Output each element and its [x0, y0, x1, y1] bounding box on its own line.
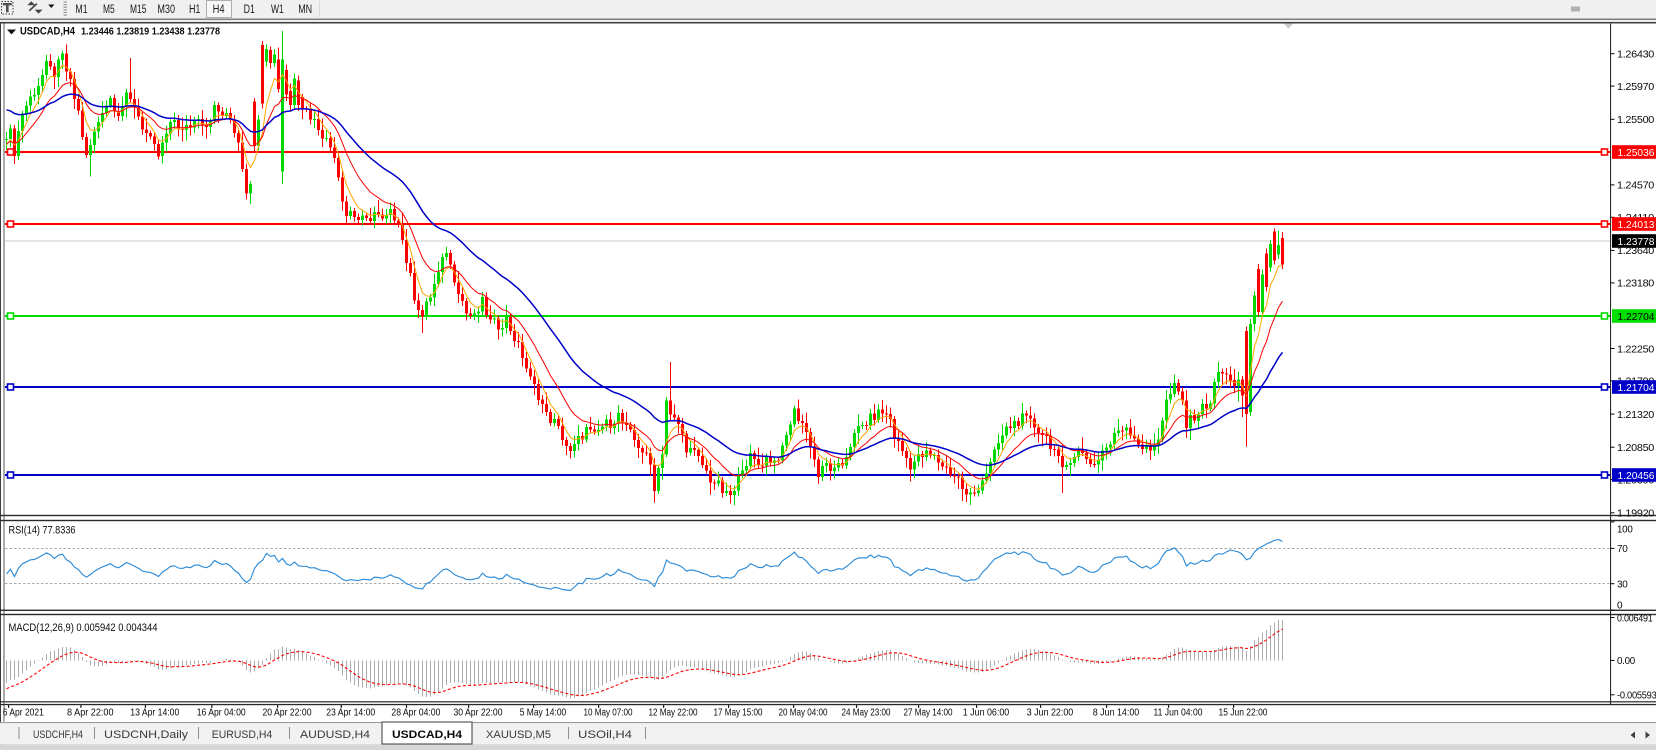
svg-text:M30: M30 [157, 4, 175, 16]
svg-text:8 Jun 14:00: 8 Jun 14:00 [1093, 707, 1140, 718]
svg-text:M1: M1 [75, 4, 87, 16]
svg-text:3 Jun 22:00: 3 Jun 22:00 [1027, 707, 1074, 718]
svg-text:EURUSD,H4: EURUSD,H4 [212, 729, 273, 741]
svg-text:13 Apr 14:00: 13 Apr 14:00 [130, 707, 179, 718]
svg-text:1.23640: 1.23640 [1617, 245, 1654, 257]
svg-text:H1: H1 [189, 4, 201, 16]
svg-text:1.24570: 1.24570 [1617, 180, 1654, 192]
svg-text:W1: W1 [271, 4, 284, 16]
svg-text:1.22250: 1.22250 [1617, 343, 1654, 355]
svg-text:1.19920: 1.19920 [1617, 508, 1654, 520]
svg-text:0.006491: 0.006491 [1617, 612, 1653, 624]
svg-text:USDCAD,H4: USDCAD,H4 [20, 26, 76, 38]
svg-text:12 May 22:00: 12 May 22:00 [649, 707, 698, 718]
svg-text:1.20850: 1.20850 [1617, 442, 1654, 454]
svg-text:USDCNH,Daily: USDCNH,Daily [104, 729, 189, 741]
svg-text:6 Apr 2021: 6 Apr 2021 [3, 707, 44, 718]
svg-text:28 Apr 04:00: 28 Apr 04:00 [391, 707, 440, 718]
svg-text:MN: MN [298, 4, 312, 16]
svg-text:15 Jun 22:00: 15 Jun 22:00 [1219, 707, 1268, 718]
svg-text:20 Apr 22:00: 20 Apr 22:00 [263, 707, 312, 718]
svg-text:70: 70 [1617, 543, 1628, 555]
svg-text:1.21704: 1.21704 [1618, 382, 1655, 394]
svg-text:0: 0 [1617, 599, 1623, 611]
svg-text:MACD(12,26,9) 0.005942 0.00434: MACD(12,26,9) 0.005942 0.004344 [9, 622, 158, 634]
svg-text:20 May 04:00: 20 May 04:00 [779, 707, 828, 718]
svg-text:1.22704: 1.22704 [1618, 311, 1655, 323]
svg-text:23 Apr 14:00: 23 Apr 14:00 [326, 707, 375, 718]
svg-text:M15: M15 [130, 4, 146, 16]
svg-text:1.26430: 1.26430 [1617, 49, 1654, 61]
svg-text:16 Apr 04:00: 16 Apr 04:00 [197, 707, 246, 718]
svg-text:1.25500: 1.25500 [1617, 114, 1654, 126]
svg-text:1.25970: 1.25970 [1617, 81, 1654, 93]
svg-text:24 May 23:00: 24 May 23:00 [842, 707, 891, 718]
svg-text:11 Jun 04:00: 11 Jun 04:00 [1154, 707, 1203, 718]
svg-text:-0.005593: -0.005593 [1617, 690, 1656, 702]
svg-text:RSI(14) 77.8336: RSI(14) 77.8336 [9, 525, 76, 537]
svg-text:1.23446 1.23819 1.23438 1.2377: 1.23446 1.23819 1.23438 1.23778 [81, 26, 220, 38]
svg-text:H4: H4 [213, 4, 225, 16]
svg-text:1.25036: 1.25036 [1618, 147, 1655, 159]
svg-text:8 Apr 22:00: 8 Apr 22:00 [67, 707, 114, 718]
svg-text:100: 100 [1617, 523, 1633, 535]
svg-text:D1: D1 [244, 4, 255, 16]
svg-text:XAUUSD,M5: XAUUSD,M5 [486, 729, 551, 741]
svg-text:17 May 15:00: 17 May 15:00 [714, 707, 763, 718]
svg-text:1 Jun 06:00: 1 Jun 06:00 [963, 707, 1010, 718]
svg-text:30: 30 [1617, 579, 1628, 591]
svg-text:1.21320: 1.21320 [1617, 409, 1654, 421]
svg-text:0.00: 0.00 [1617, 655, 1635, 667]
svg-text:10 May 07:00: 10 May 07:00 [584, 707, 633, 718]
svg-text:USOil,H4: USOil,H4 [578, 729, 632, 741]
svg-text:1.20456: 1.20456 [1618, 470, 1655, 482]
svg-text:M5: M5 [103, 4, 115, 16]
svg-text:27 May 14:00: 27 May 14:00 [904, 707, 953, 718]
svg-text:30 Apr 22:00: 30 Apr 22:00 [454, 707, 503, 718]
svg-text:USDCAD,H4: USDCAD,H4 [392, 729, 463, 741]
svg-text:AUDUSD,H4: AUDUSD,H4 [300, 729, 370, 741]
svg-text:1.23778: 1.23778 [1618, 236, 1655, 248]
svg-text:1.24013: 1.24013 [1618, 219, 1655, 231]
svg-text:USDCHF,H4: USDCHF,H4 [33, 729, 83, 741]
svg-text:5 May 14:00: 5 May 14:00 [520, 707, 567, 718]
svg-text:1.23180: 1.23180 [1617, 278, 1654, 290]
